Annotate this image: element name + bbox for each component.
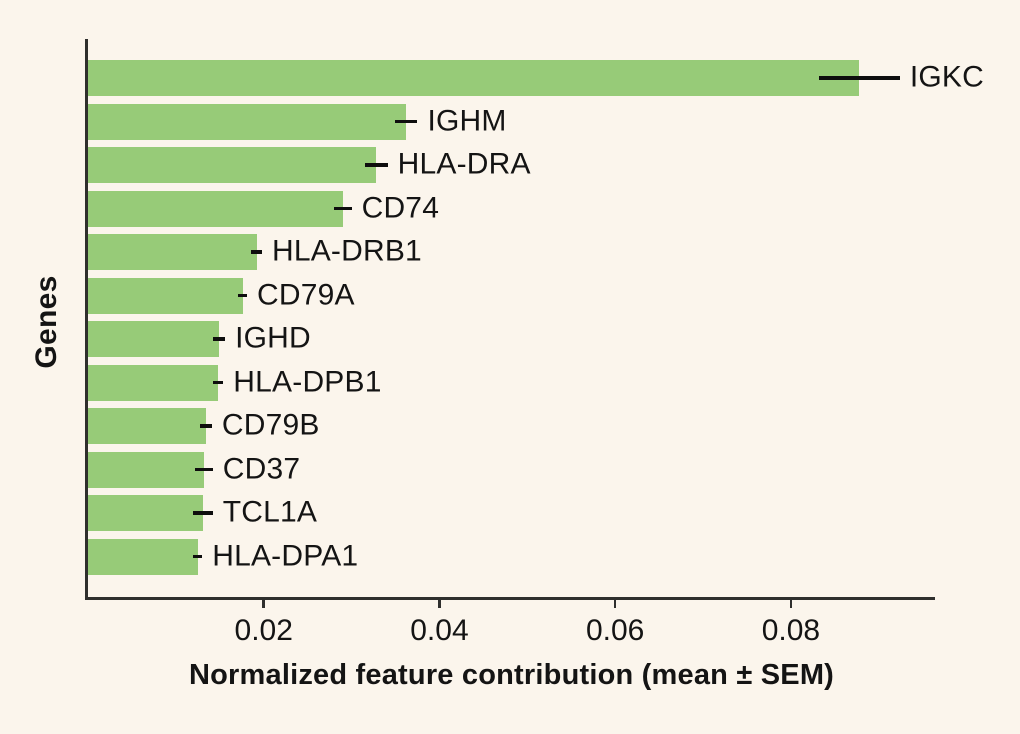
y-axis-title: Genes <box>30 275 63 369</box>
plot-area: IGKC IGHM HLA-DRA CD74 HLA-DRB1 CD79A IGHD HLA-… <box>85 39 984 647</box>
bar-label-hla-dra: HLA-DRA <box>397 147 531 181</box>
x-tick-label-0.02: 0.02 <box>234 614 293 647</box>
error-bar-cd74 <box>334 206 352 211</box>
error-bar-tcl1a <box>193 511 213 515</box>
error-bar-hla-drb1 <box>251 250 262 254</box>
x-tick-0.04 <box>438 599 441 608</box>
bar-label-cd74: CD74 <box>361 190 440 224</box>
bar-label-ighd: IGHD <box>235 321 311 355</box>
bar-igkc <box>88 60 860 96</box>
y-axis-line <box>85 39 88 600</box>
error-bar-cd79a <box>238 293 248 298</box>
x-tick-0.08 <box>789 599 793 608</box>
bar-cd74 <box>88 190 343 227</box>
x-tick-0.06 <box>613 599 617 608</box>
bar-label-tcl1a: TCL1A <box>222 495 318 529</box>
bar-cd37 <box>88 451 204 488</box>
error-bar-ighd <box>212 337 226 341</box>
bar-cd79b <box>88 408 206 444</box>
bar-ighm <box>88 103 407 140</box>
bar-label-igkc: IGKC <box>909 60 984 94</box>
bar-hla-dpa1 <box>88 538 198 575</box>
bar-tcl1a <box>88 495 204 531</box>
x-tick-label-0.04: 0.04 <box>410 614 469 647</box>
x-tick-label-0.08: 0.08 <box>761 614 821 647</box>
x-axis-line <box>85 597 935 600</box>
bar-label-cd79b: CD79B <box>221 408 320 442</box>
bar-label-hla-dpb1: HLA-DPB1 <box>233 364 382 398</box>
bar-label-cd37: CD37 <box>222 451 301 485</box>
error-bar-cd79b <box>199 424 212 428</box>
bar-label-hla-drb1: HLA-DRB1 <box>271 234 422 268</box>
bar-ighd <box>88 321 219 357</box>
error-bar-hla-dpb1 <box>212 380 224 385</box>
bar-hla-dra <box>88 147 377 183</box>
x-axis-title: Normalized feature contribution (mean ± … <box>188 659 835 691</box>
bar-label-ighm: IGHM <box>427 103 507 137</box>
bar-label-hla-dpa1: HLA-DPA1 <box>212 538 359 572</box>
x-tick-label-0.06: 0.06 <box>585 614 645 647</box>
bar-label-cd79a: CD79A <box>257 277 355 311</box>
error-bar-ighm <box>394 119 418 124</box>
error-bar-cd37 <box>195 467 213 472</box>
bar-cd79a <box>88 277 243 314</box>
error-bar-hla-dra <box>364 163 388 167</box>
bar-hla-dpb1 <box>88 364 219 401</box>
error-bar-igkc <box>819 76 900 80</box>
error-bar-hla-dpa1 <box>193 554 203 559</box>
bar-hla-drb1 <box>88 234 257 270</box>
x-tick-0.02 <box>262 599 265 608</box>
